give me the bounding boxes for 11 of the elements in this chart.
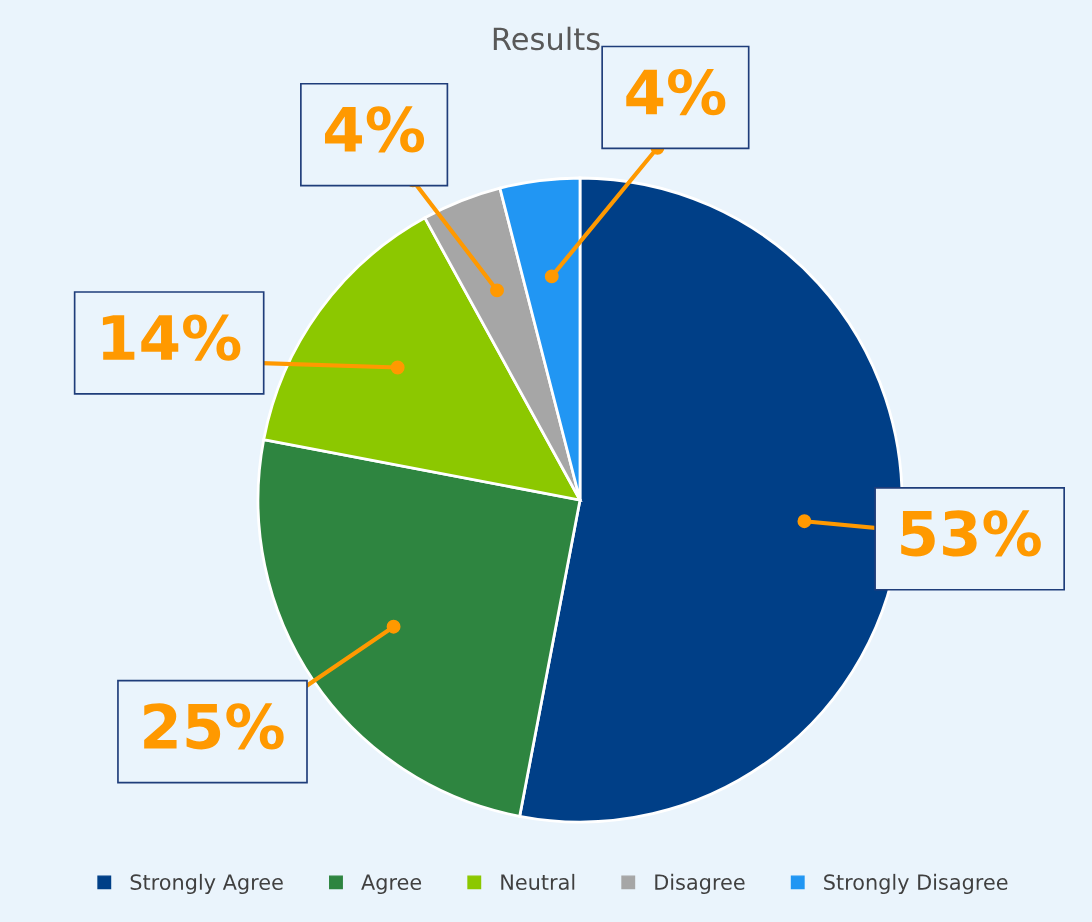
legend-label: Agree	[361, 874, 422, 895]
chart-title: Results	[493, 26, 600, 51]
data-label: 53%	[901, 510, 1041, 557]
legend-label: Disagree	[655, 873, 745, 895]
data-label: 4%	[325, 106, 425, 153]
legend-label: Strongly Disagree	[824, 873, 1008, 895]
data-label: 4%	[626, 68, 726, 116]
data-label: 14%	[102, 314, 241, 361]
legend-label: Strongly Agree	[130, 873, 283, 895]
legend-label: Neutral	[501, 873, 575, 890]
data-label: 25%	[144, 703, 284, 750]
